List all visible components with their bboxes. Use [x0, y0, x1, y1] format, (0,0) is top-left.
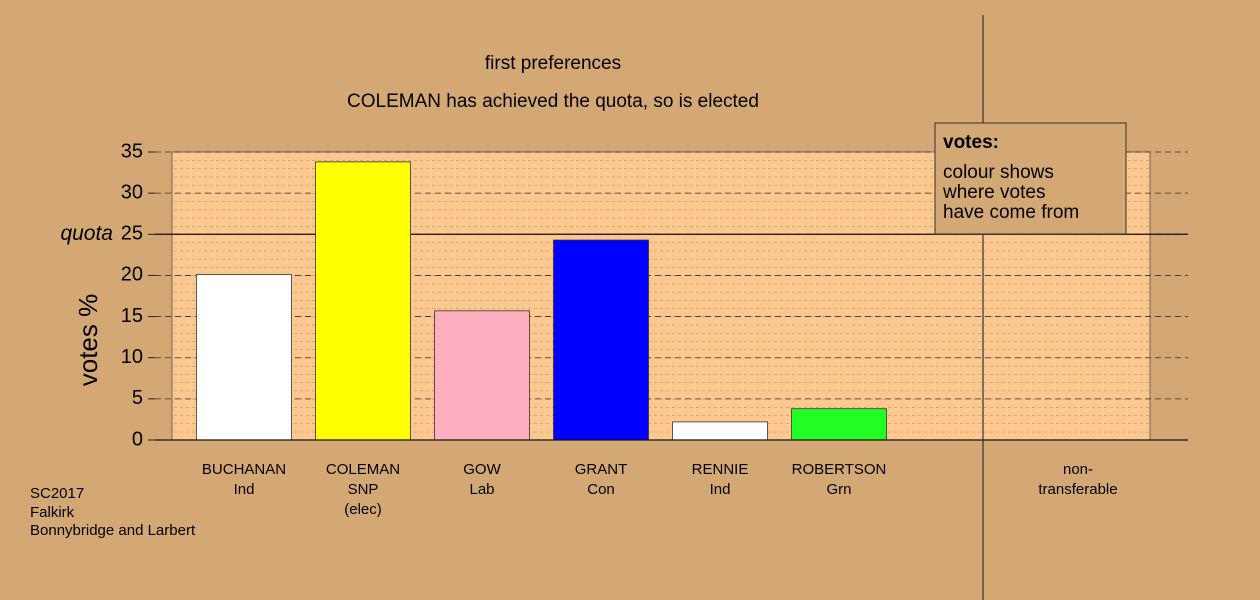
legend-text: have come from	[943, 202, 1079, 223]
x-tick-label: Ind	[710, 481, 731, 498]
chart-subtitle: COLEMAN has achieved the quota, so is el…	[347, 91, 759, 112]
y-axis-label: votes %	[73, 294, 103, 387]
y-tick-label: 10	[121, 346, 143, 368]
x-tick-label: BUCHANAN	[202, 461, 286, 478]
x-tick-label: Con	[587, 481, 615, 498]
bar	[672, 421, 768, 441]
x-tick-label: GRANT	[575, 461, 628, 478]
x-tick-label: COLEMAN	[326, 461, 400, 478]
bar	[434, 310, 530, 441]
x-tick-label: SNP	[348, 481, 379, 498]
y-tick-label: 0	[132, 428, 143, 450]
y-tick-label: 35	[121, 140, 143, 162]
bar	[553, 239, 649, 441]
y-tick-label: 30	[121, 181, 143, 203]
legend-title: votes:	[943, 132, 999, 153]
legend: votes: colour shows where votes have com…	[934, 122, 1127, 235]
x-tick-label: Ind	[234, 481, 255, 498]
legend-text: colour shows	[943, 162, 1054, 183]
bar	[315, 161, 411, 441]
x-tick-label: ROBERTSON	[792, 461, 887, 478]
footer-line: Falkirk	[30, 504, 75, 521]
x-tick-label: transferable	[1038, 481, 1117, 498]
x-tick-label: (elec)	[344, 501, 382, 518]
y-tick-label: 15	[121, 305, 143, 327]
bar	[196, 274, 292, 441]
y-tick-label: 25	[121, 223, 143, 245]
quota-label: quota	[60, 222, 113, 245]
x-tick-label: non-	[1063, 461, 1093, 478]
legend-box	[934, 122, 1127, 235]
footer-line: Bonnybridge and Larbert	[30, 522, 196, 539]
x-tick-label: Lab	[469, 481, 494, 498]
y-tick-label: 20	[121, 264, 143, 286]
footer-line: SC2017	[30, 485, 84, 502]
x-tick-label: RENNIE	[692, 461, 749, 478]
chart-title: first preferences	[485, 53, 621, 74]
y-tick-label: 5	[132, 387, 143, 409]
x-tick-label: GOW	[463, 461, 501, 478]
bar	[791, 408, 887, 441]
legend-text: where votes	[942, 182, 1045, 203]
x-tick-label: Grn	[826, 481, 851, 498]
